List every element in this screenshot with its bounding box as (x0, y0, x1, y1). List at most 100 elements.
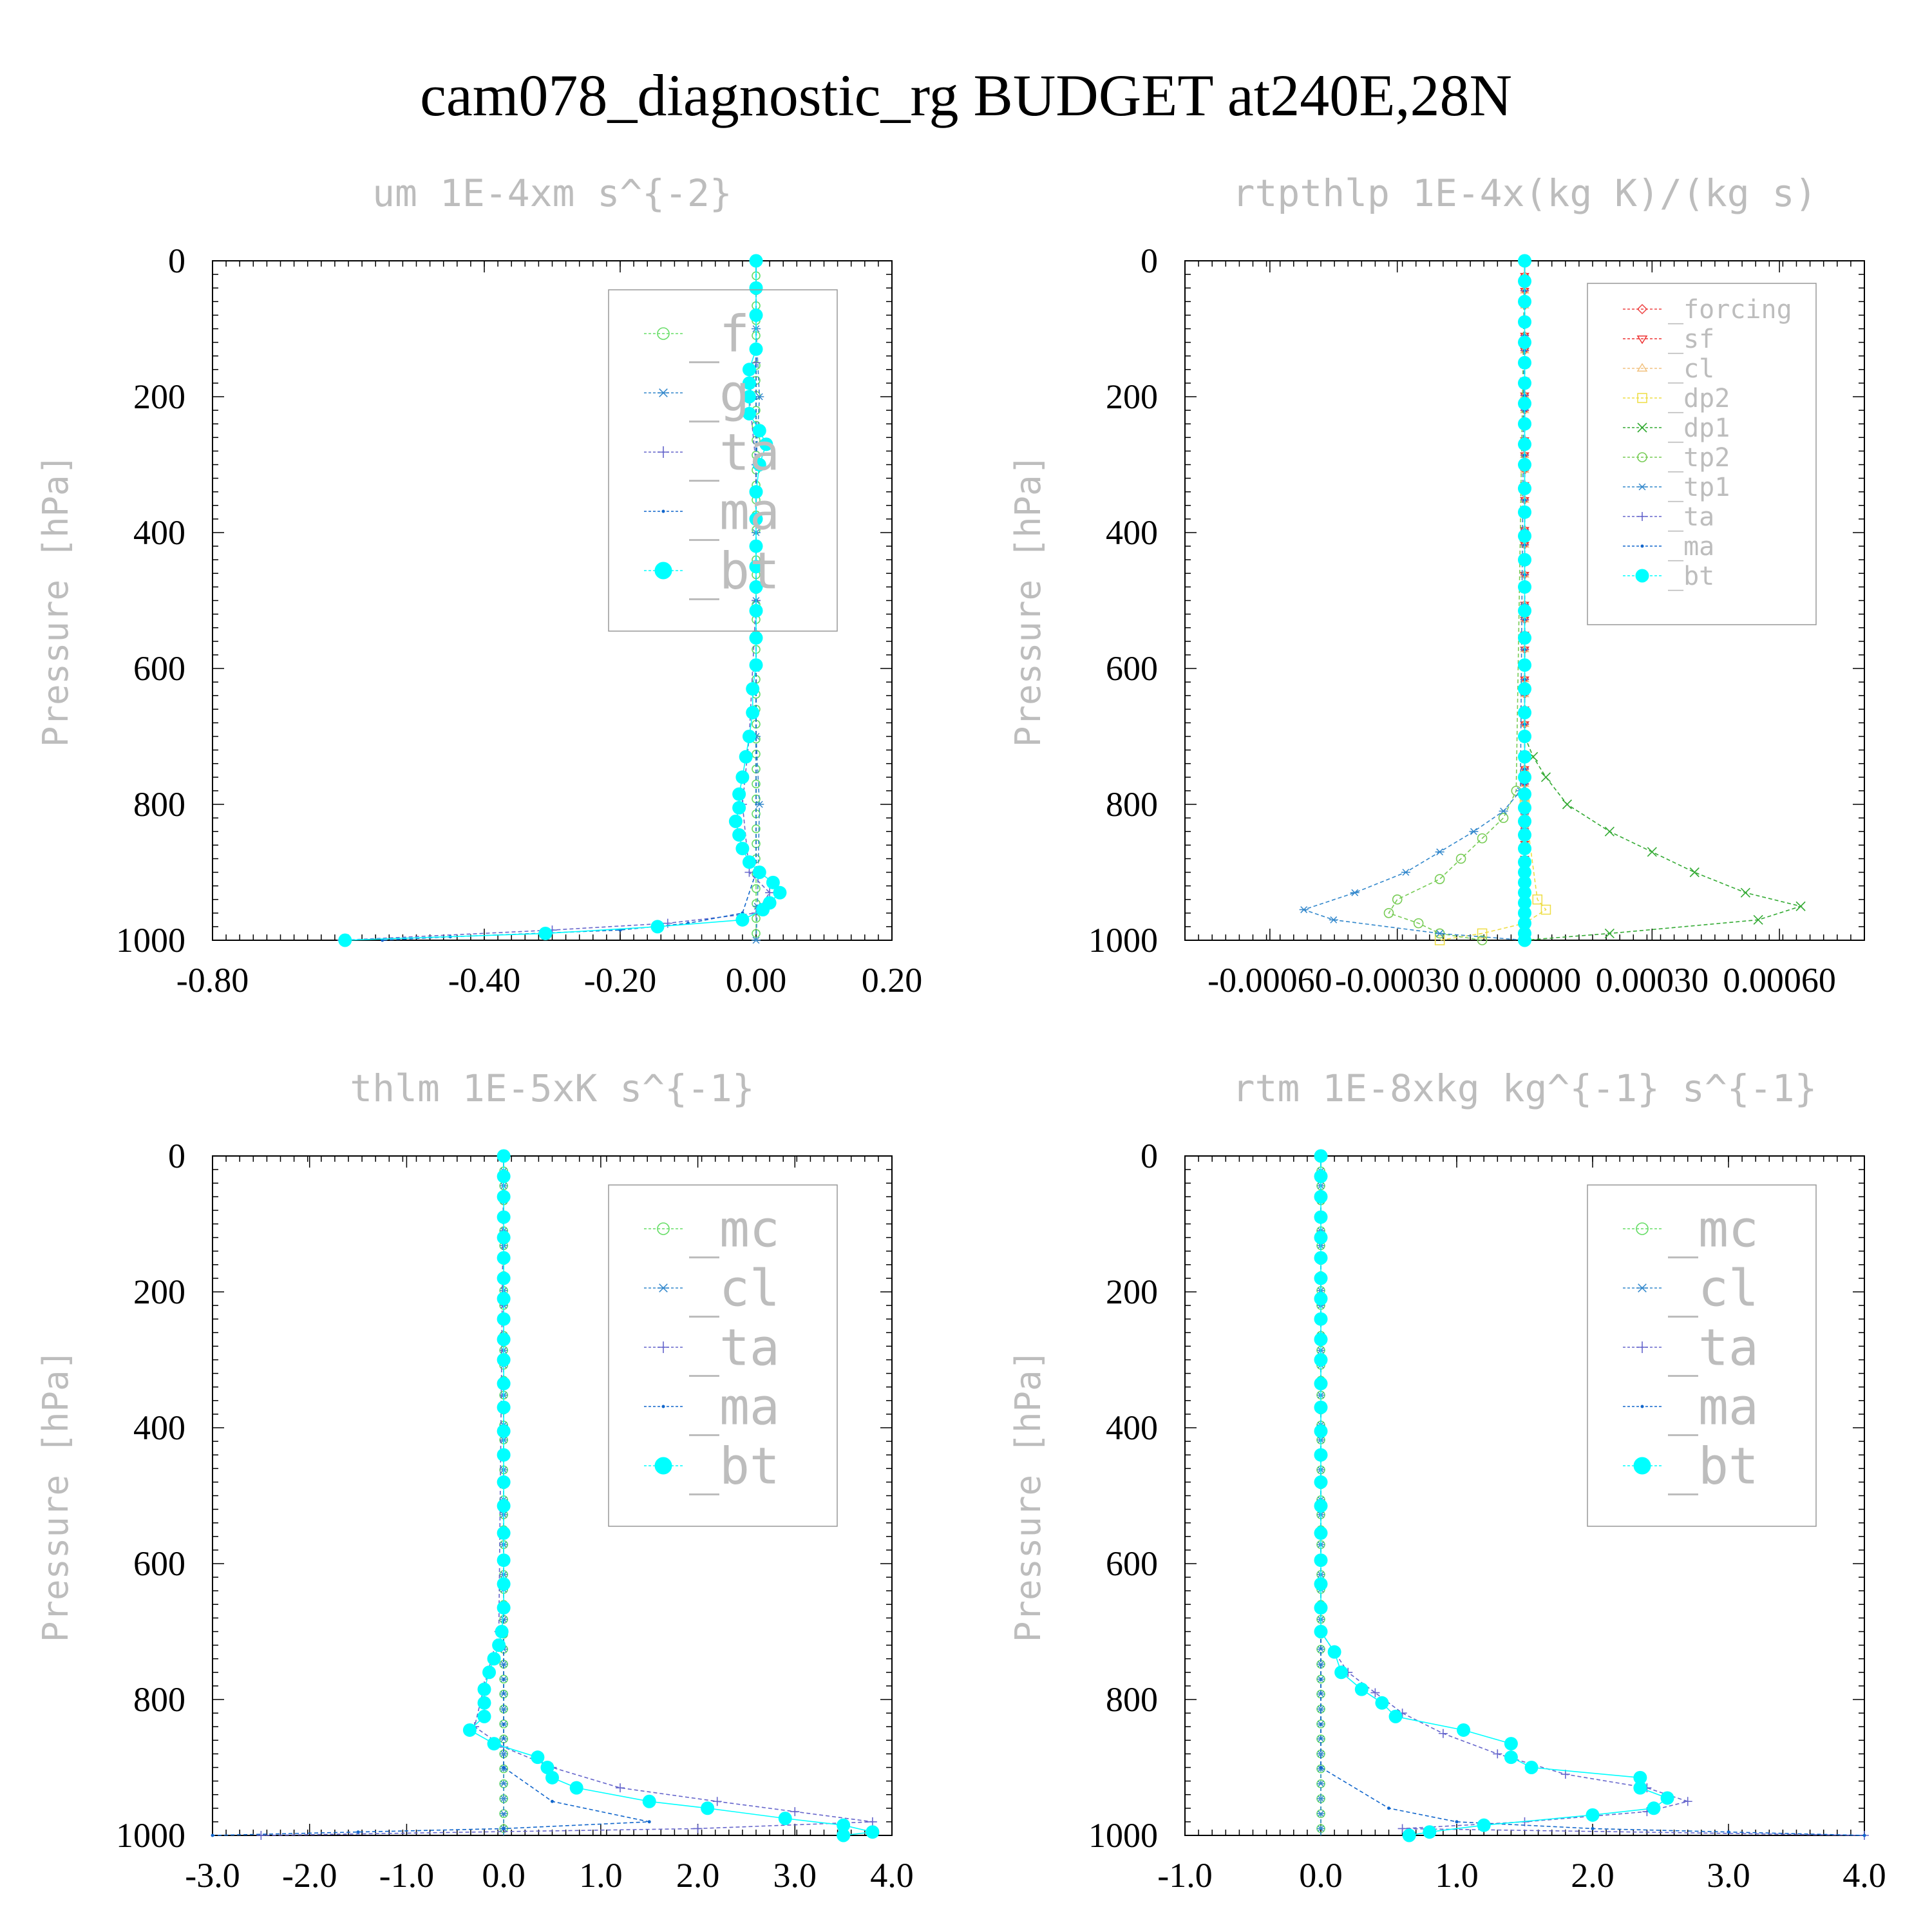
y-axis-label: Pressure [hPa] (1008, 454, 1048, 747)
data-point (1633, 1781, 1647, 1795)
data-point (701, 1801, 715, 1815)
legend-item: _f (644, 305, 750, 363)
y-tick-label: 200 (133, 377, 185, 416)
data-point (742, 730, 756, 743)
data-point (1314, 1499, 1328, 1513)
data-point (1518, 800, 1531, 815)
legend-item: _dp1 (1623, 413, 1730, 443)
data-point (487, 1652, 501, 1666)
data-point (487, 1737, 501, 1751)
data-point (497, 1424, 511, 1438)
y-tick-label: 400 (133, 1408, 185, 1447)
data-point (1532, 894, 1543, 905)
data-point (790, 1807, 800, 1817)
legend-box (608, 289, 838, 632)
data-point (749, 485, 763, 499)
x-tick-label: -1.0 (379, 1856, 434, 1895)
plot-frame (1184, 1155, 1865, 1836)
data-point (1334, 1665, 1349, 1680)
series-bt (338, 254, 787, 947)
legend-label: _ma (689, 483, 780, 541)
series-line (1524, 261, 1803, 941)
legend-box (1587, 1184, 1817, 1527)
data-point (778, 1812, 792, 1826)
legend-label: _ta (1668, 502, 1714, 532)
data-point (1518, 397, 1531, 411)
data-point (1518, 580, 1531, 594)
data-point (1518, 770, 1531, 784)
panel-title: rtpthlp 1E-4x(kg K)/(kg s) (1233, 171, 1817, 215)
legend-item: _bt (1623, 1437, 1759, 1495)
data-point (749, 603, 763, 618)
data-point (749, 580, 763, 594)
data-point (1350, 889, 1359, 896)
data-point (752, 458, 766, 471)
legend-marker (661, 1405, 665, 1408)
data-point (1518, 458, 1531, 471)
x-tick-label: -0.40 (448, 961, 520, 999)
data-point (712, 1797, 722, 1806)
data-point (477, 1709, 491, 1723)
data-point (1314, 1210, 1328, 1224)
data-point (1518, 682, 1531, 696)
data-point (766, 875, 780, 889)
legend-marker (1635, 569, 1649, 583)
legend-label: _mc (1668, 1200, 1759, 1258)
legend-label: _bt (1668, 1437, 1759, 1495)
data-point (497, 1526, 511, 1540)
legend-label: _sf (1668, 325, 1714, 354)
legend-box (608, 1184, 838, 1527)
data-point (1314, 1231, 1328, 1245)
legend-item: _mc (1623, 1200, 1759, 1258)
plot-frame (212, 1155, 893, 1836)
data-point (1317, 1825, 1325, 1832)
data-point (749, 254, 763, 268)
data-point (1740, 887, 1750, 898)
data-point (1518, 336, 1531, 350)
legend-item: _bt (644, 1437, 780, 1495)
data-point (1518, 529, 1531, 543)
series-line (1388, 260, 1526, 941)
data-point (497, 1189, 511, 1204)
data-point (746, 682, 760, 696)
data-point (1518, 417, 1531, 431)
data-point (1499, 808, 1508, 815)
data-point (497, 1475, 511, 1489)
data-point (1455, 1820, 1459, 1824)
data-point (1518, 254, 1531, 268)
legend-item: _tp2 (1623, 443, 1730, 473)
data-point (1314, 1376, 1328, 1390)
panel-title: um 1E-4xm s^{-2} (372, 171, 732, 215)
data-point (338, 933, 352, 947)
legend-label: _dp2 (1668, 384, 1730, 413)
x-tick-label: 0.00 (726, 961, 787, 999)
series-bt (1314, 1149, 1674, 1842)
legend-marker (658, 388, 669, 397)
data-point (1329, 916, 1338, 923)
data-point (1319, 1766, 1323, 1769)
data-point (1518, 481, 1531, 495)
data-point (1518, 274, 1531, 289)
data-point (1314, 1475, 1328, 1489)
data-point (749, 539, 763, 553)
data-point (742, 363, 756, 377)
series-bt (462, 1149, 880, 1842)
legend-marker (657, 1222, 670, 1235)
x-tick-label: 0.00030 (1596, 961, 1709, 999)
legend-label: _bt (1668, 562, 1714, 591)
x-tick-label: -1.0 (1157, 1856, 1212, 1895)
data-point (500, 1661, 508, 1667)
data-point (500, 1750, 508, 1757)
series-ta (256, 1151, 877, 1840)
data-point (1370, 1688, 1380, 1698)
x-tick-label: 2.0 (676, 1856, 720, 1895)
y-tick-label: 600 (133, 649, 185, 688)
data-point (1518, 933, 1531, 947)
data-point (1435, 930, 1444, 937)
series-bt (1518, 254, 1531, 947)
data-point (1518, 355, 1531, 370)
data-point (749, 308, 763, 322)
data-point (569, 1781, 583, 1795)
legend-label: _ta (1668, 1319, 1759, 1377)
data-point (742, 855, 756, 869)
